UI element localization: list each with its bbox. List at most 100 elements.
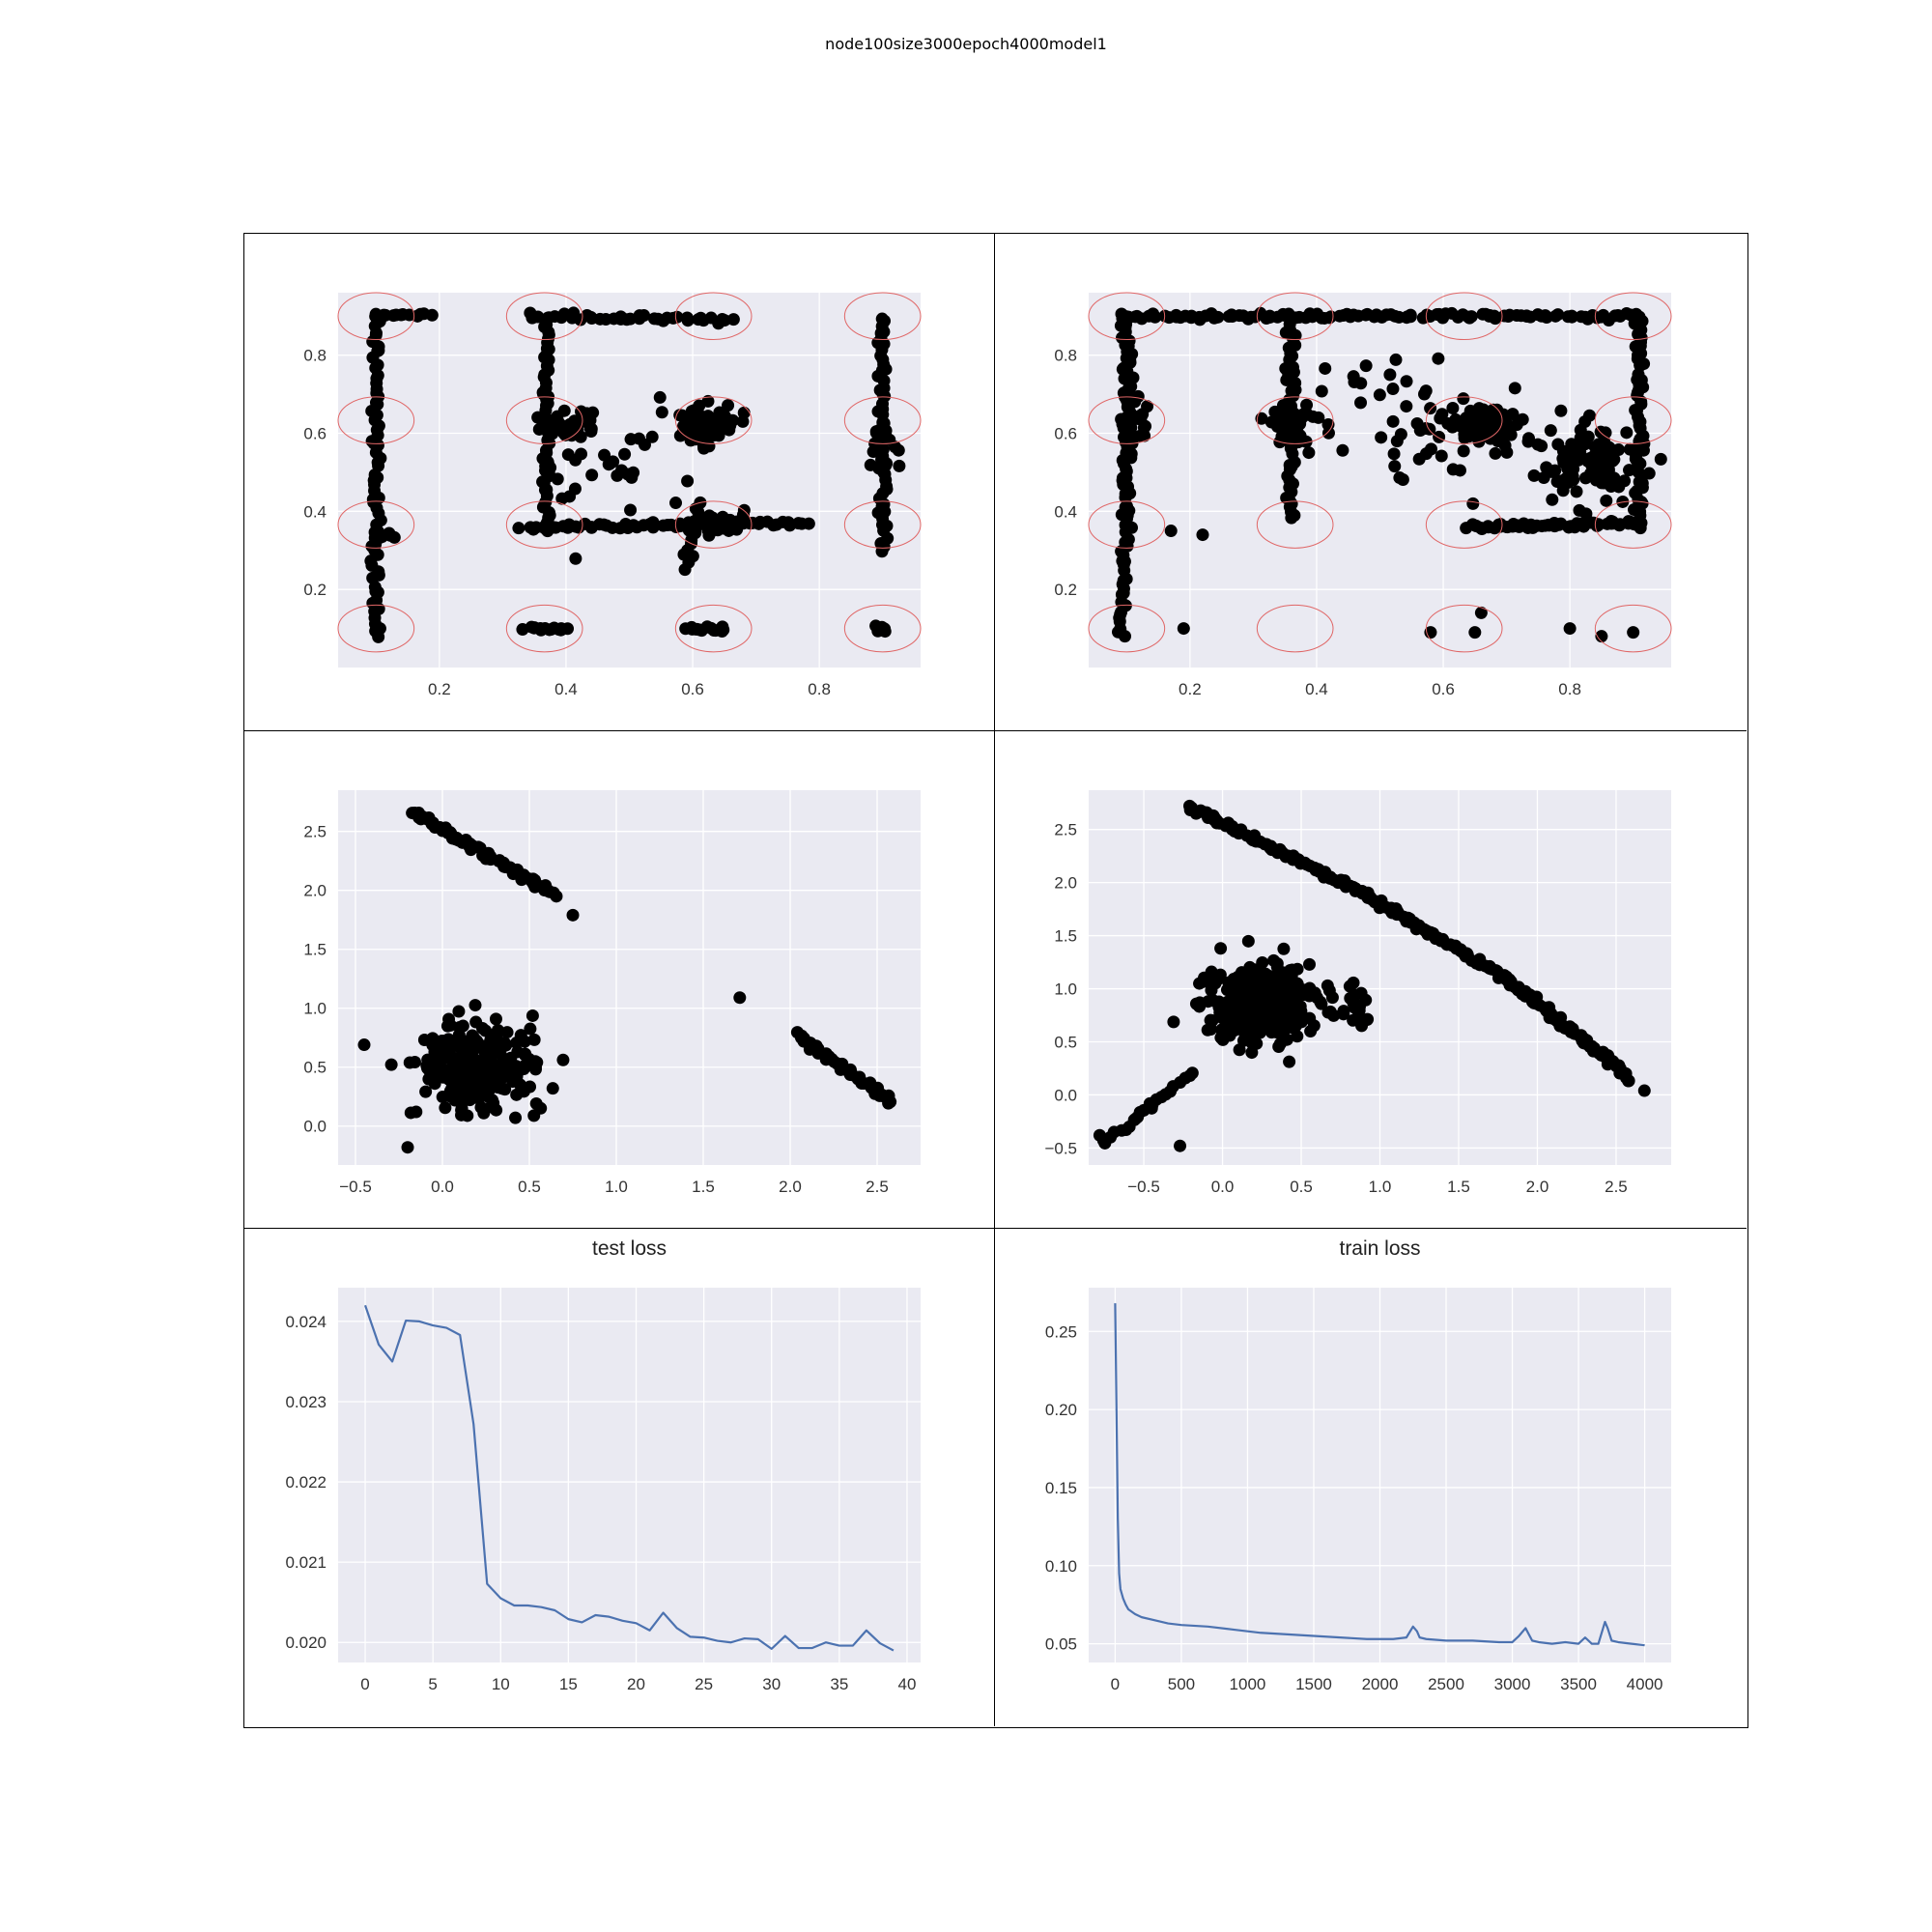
y-tick-label: 0.20 — [1045, 1401, 1077, 1419]
scatter-point — [1561, 476, 1575, 490]
scatter-point — [473, 1078, 487, 1092]
chart-title: train loss — [1339, 1237, 1420, 1260]
scatter-point — [531, 310, 545, 324]
scatter-point — [495, 1082, 508, 1095]
scatter-point — [357, 1038, 371, 1052]
target-circle — [674, 396, 753, 444]
scatter-point — [1347, 976, 1360, 989]
scatter-point — [1551, 308, 1565, 322]
x-tick-label: 4000 — [1627, 1675, 1663, 1693]
scatter-point — [426, 1032, 440, 1045]
scatter-point — [1389, 353, 1403, 366]
scatter-point — [1117, 386, 1130, 400]
target-circle — [1594, 604, 1672, 653]
scatter-point — [681, 314, 695, 327]
x-tick-label: 2.0 — [779, 1178, 802, 1196]
plot-background — [338, 1288, 921, 1662]
scatter-point — [1315, 384, 1328, 398]
scatter-point — [1211, 310, 1225, 324]
y-tick-label: 0.0 — [303, 1118, 327, 1136]
scatter-point — [701, 410, 715, 423]
target-circle — [1088, 292, 1166, 340]
target-circle — [337, 500, 415, 549]
target-circle — [505, 500, 583, 549]
scatter-point — [565, 429, 579, 442]
scatter-point — [1548, 464, 1562, 477]
scatter-point — [436, 1091, 449, 1104]
scatter-point — [1149, 310, 1162, 324]
scatter-point — [1164, 525, 1178, 538]
scatter-point — [1598, 460, 1611, 473]
y-tick-label: 0.4 — [1054, 502, 1077, 521]
target-circle — [505, 396, 583, 444]
target-circle — [1256, 604, 1334, 653]
scatter-point — [1386, 383, 1400, 396]
scatter-point — [586, 406, 600, 419]
scatter-point — [1258, 993, 1271, 1007]
scatter-point — [551, 472, 564, 486]
scatter-point — [1598, 476, 1611, 490]
scatter-point — [1297, 988, 1311, 1002]
scatter-point — [1531, 438, 1545, 451]
scatter-point — [1433, 430, 1446, 443]
scatter-point — [425, 308, 439, 322]
scatter-point — [1554, 404, 1568, 417]
y-tick-label: 0.8 — [303, 347, 327, 365]
scatter-point — [1271, 1004, 1285, 1017]
scatter-point — [1122, 504, 1136, 518]
y-tick-label: 0.021 — [285, 1553, 327, 1572]
scatter-point — [1128, 395, 1142, 409]
scatter-point — [880, 457, 894, 470]
scatter-point — [466, 1029, 479, 1042]
scatter-point — [1325, 991, 1339, 1005]
scatter-point — [1319, 361, 1332, 375]
scatter-point — [1354, 396, 1368, 410]
scatter-point — [1400, 400, 1413, 413]
scatter-point — [540, 318, 554, 331]
scatter-point — [1633, 310, 1646, 324]
scatter-point — [1642, 467, 1656, 480]
scatter-point — [1556, 444, 1570, 458]
scatter-point — [499, 1054, 513, 1067]
scatter-point — [1526, 521, 1540, 534]
panel-train-loss: 0 500 1000 1500 2000 2500 3000 3500 4000 0.05 0.10… — [995, 1229, 1747, 1726]
scatter-point — [1419, 422, 1433, 436]
scatter-point — [1124, 447, 1138, 461]
scatter-point — [1279, 362, 1293, 376]
panel-top-left: 0.2 0.4 0.6 0.8 0.2 0.4 0.6 0.8 — [244, 234, 995, 731]
scatter-point — [509, 1111, 523, 1124]
scatter-point — [568, 482, 582, 496]
y-tick-label: 0.024 — [285, 1313, 327, 1331]
scatter-point — [624, 503, 638, 517]
scatter-point — [1241, 934, 1255, 948]
scatter-point — [1233, 1043, 1246, 1057]
scatter-point — [1257, 976, 1270, 989]
scatter-point — [1286, 963, 1299, 977]
scatter-point — [1283, 318, 1296, 331]
x-tick-label: 2000 — [1362, 1675, 1399, 1693]
scatter-point — [541, 455, 554, 469]
scatter-point — [1361, 1012, 1375, 1026]
scatter-point — [1250, 1037, 1264, 1050]
x-tick-label: 30 — [762, 1675, 781, 1693]
scatter-point — [677, 419, 691, 433]
scatter-point — [1294, 1005, 1308, 1018]
scatter-point — [452, 1005, 466, 1018]
scatter-point — [1506, 408, 1520, 421]
scatter-point — [638, 309, 651, 323]
scatter-point — [699, 513, 713, 526]
scatter-point — [1289, 1017, 1302, 1031]
scatter-point — [624, 433, 638, 446]
scatter-point — [621, 468, 635, 481]
x-tick-label: 0.2 — [428, 680, 451, 698]
x-tick-label: −0.5 — [1127, 1178, 1160, 1196]
scatter-point — [1198, 971, 1211, 984]
target-circle — [674, 292, 753, 340]
scatter-point — [451, 1033, 465, 1046]
scatter-point — [1508, 382, 1521, 395]
scatter-point — [1457, 392, 1470, 406]
x-tick-label: 0.6 — [681, 680, 704, 698]
scatter-point — [1623, 442, 1636, 456]
scatter-point — [1565, 310, 1578, 324]
scatter-point — [550, 890, 563, 903]
